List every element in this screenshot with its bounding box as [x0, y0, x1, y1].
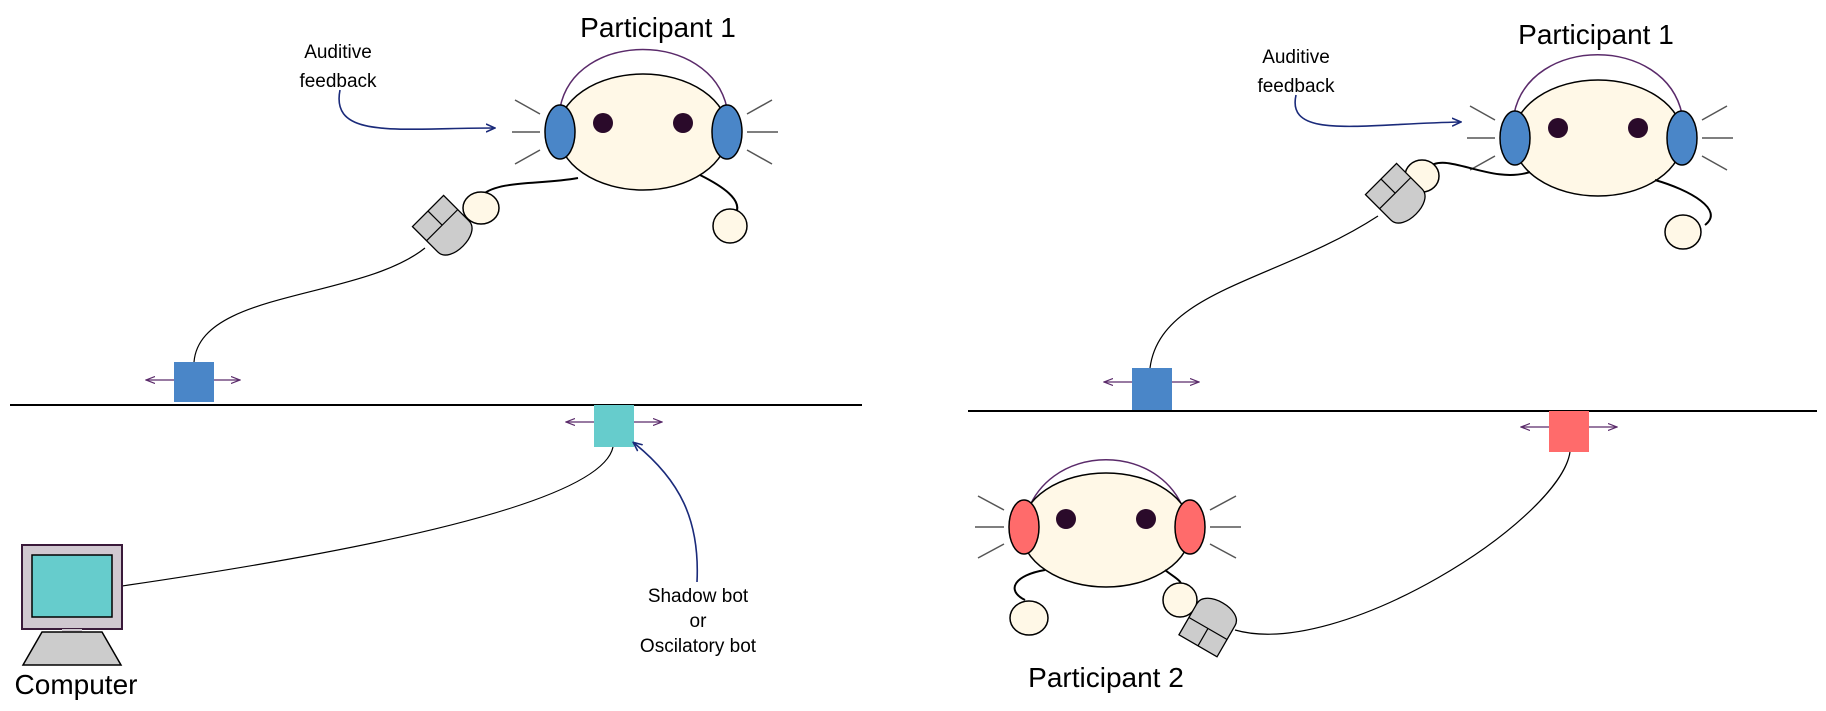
right-p2-hand-left: [1009, 600, 1049, 636]
right-participant1: [1364, 54, 1733, 250]
left-computer-cable: [121, 446, 614, 587]
left-panel: Participant 1 Auditive feedback Shadow b…: [10, 12, 862, 700]
right-p2-arm-left: [1013, 569, 1046, 601]
left-participant1-label: Participant 1: [580, 12, 736, 43]
left-face: [557, 73, 729, 191]
right-p1-hand-right: [1664, 214, 1702, 250]
right-p2-earphone-right-icon: [1174, 499, 1206, 555]
left-bot-cursor: [566, 405, 662, 447]
right-participant1-label: Participant 1: [1518, 19, 1674, 50]
left-hand-right: [712, 208, 748, 244]
left-sound-lines-left: [512, 99, 541, 165]
right-participant1-cursor: [1104, 368, 1199, 410]
bot-label-line1: Shadow bot: [648, 586, 749, 607]
right-p2-mouse-cable: [1234, 451, 1571, 635]
right-p2-sound-lines-left: [975, 495, 1005, 559]
right-p2-hand-right: [1162, 582, 1198, 618]
left-arm-left: [481, 177, 579, 196]
right-p2-mouse-icon: [1178, 597, 1238, 658]
right-feedback-label-line2: feedback: [1257, 76, 1335, 97]
left-earphone-right-icon: [711, 104, 743, 160]
right-p1-mouse-icon: [1364, 162, 1426, 224]
left-hand-left: [462, 191, 500, 225]
right-p1-arm-right: [1654, 179, 1712, 226]
right-p1-face: [1512, 79, 1684, 197]
left-feedback-arrow: [338, 89, 494, 129]
left-eye-left: [593, 113, 613, 133]
right-p1-headband: [1513, 54, 1683, 115]
computer-icon: [21, 544, 123, 666]
left-feedback-label-line1: Auditive: [304, 42, 372, 63]
right-p1-earphone-left-icon: [1499, 110, 1531, 166]
left-sound-lines-right: [746, 99, 778, 165]
computer-label: Computer: [15, 669, 138, 700]
right-participant2-cursor: [1521, 411, 1617, 452]
right-p2-earphone-left-icon: [1008, 499, 1040, 555]
right-p1-arm-left: [1427, 161, 1531, 176]
right-feedback-arrow: [1294, 94, 1460, 128]
right-p2-eye-left: [1056, 509, 1076, 529]
left-earphone-left-icon: [544, 104, 576, 160]
right-participant2: [975, 459, 1241, 658]
right-p1-sound-lines-left: [1467, 105, 1496, 171]
right-p1-eye-right: [1628, 118, 1648, 138]
right-panel: Participant 1 Auditive feedback Particip…: [968, 19, 1817, 693]
left-feedback-label-line2: feedback: [299, 71, 377, 92]
right-p1-mouse-cable: [1149, 215, 1379, 369]
right-p1-earphone-right-icon: [1666, 110, 1698, 166]
right-feedback-label-line1: Auditive: [1262, 47, 1330, 68]
bot-label-line2: or: [690, 611, 708, 632]
left-eye-right: [673, 113, 693, 133]
left-mouse-cable: [193, 247, 426, 363]
bot-label-line3: Oscilatory bot: [640, 636, 757, 657]
left-mouse-icon: [411, 194, 473, 256]
left-bot-arrow: [634, 443, 699, 583]
left-participant1-cursor: [146, 362, 240, 402]
right-p1-sound-lines-right: [1701, 105, 1733, 171]
right-p1-eye-left: [1548, 118, 1568, 138]
right-p2-sound-lines-right: [1209, 495, 1241, 559]
right-p2-eye-right: [1136, 509, 1156, 529]
left-headband: [559, 48, 728, 109]
right-p2-headband: [1023, 459, 1189, 526]
right-participant2-label: Participant 2: [1028, 662, 1184, 693]
left-participant1: [411, 48, 778, 256]
